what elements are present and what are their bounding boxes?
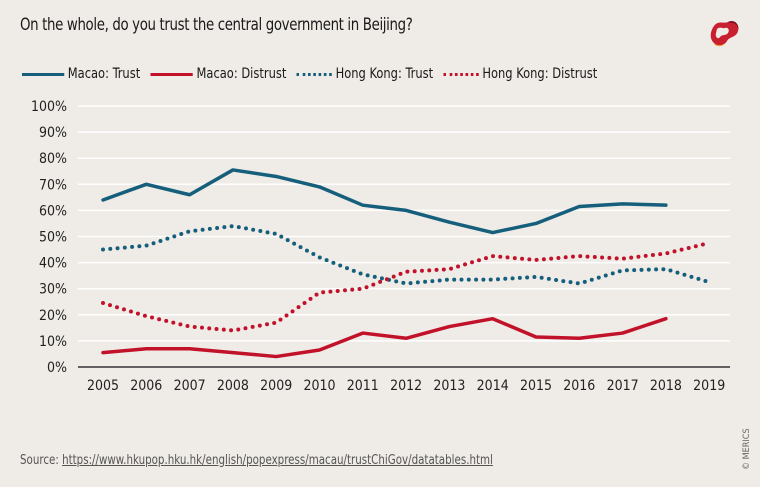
chart-legend: Macao: Trust Macao: Distrust Hong Kong: … [22, 66, 608, 82]
y-tick-label: 40% [39, 256, 67, 272]
legend-label: Macao: Distrust [196, 66, 287, 82]
x-tick-label: 2011 [347, 378, 379, 394]
y-tick-label: 50% [39, 230, 67, 246]
x-tick-label: 2007 [174, 378, 206, 394]
legend-item-hk-trust[interactable]: Hong Kong: Trust [296, 66, 434, 82]
x-tick-label: 2015 [520, 378, 552, 394]
x-tick-label: 2010 [303, 378, 335, 394]
y-tick-label: 60% [39, 203, 67, 219]
legend-label: Hong Kong: Trust [335, 66, 434, 82]
series-line-macao-distrust [101, 316, 668, 359]
series-line-macao-trust [101, 168, 668, 235]
merics-logo-icon [710, 21, 739, 47]
chart-title: On the whole, do you trust the central g… [20, 15, 413, 34]
x-tick-label: 2006 [130, 378, 162, 394]
source-link[interactable]: https://www.hkupop.hku.hk/english/popexp… [62, 453, 493, 468]
y-tick-label: 80% [39, 151, 67, 167]
legend-swatch-dotted-red [443, 72, 479, 76]
y-tick-label: 90% [39, 125, 67, 141]
legend-swatch-solid-red [150, 72, 193, 76]
legend-swatch-solid-blue [22, 72, 65, 76]
y-tick-label: 30% [39, 282, 67, 298]
y-tick-label: 0% [47, 360, 67, 376]
series-line-hong-kong-distrust [101, 241, 712, 333]
x-tick-label: 2009 [260, 378, 292, 394]
y-tick-label: 20% [39, 308, 67, 324]
y-tick-label: 70% [39, 177, 67, 193]
x-tick-label: 2019 [693, 378, 725, 394]
x-tick-label: 2018 [650, 378, 682, 394]
x-tick-label: 2017 [607, 378, 639, 394]
legend-item-macao-distrust[interactable]: Macao: Distrust [150, 66, 287, 82]
y-axis-ticks: 0% 10% 20% 30% 40% 50% 60% 70% 80% 90% 100% [31, 99, 67, 376]
source-label: Source: [20, 453, 59, 468]
source-note: Source: https://www.hkupop.hku.hk/englis… [20, 453, 493, 468]
y-tick-label: 100% [31, 99, 67, 115]
series-line-hong-kong-trust [101, 224, 712, 286]
x-tick-label: 2014 [477, 378, 509, 394]
legend-label: Hong Kong: Distrust [482, 66, 598, 82]
x-tick-label: 2005 [87, 378, 119, 394]
x-tick-label: 2013 [433, 378, 465, 394]
x-axis-ticks: 2005 2006 2007 2008 2009 2010 2011 2012 2013 2014… [87, 378, 725, 394]
x-tick-label: 2008 [217, 378, 249, 394]
legend-item-hk-distrust[interactable]: Hong Kong: Distrust [443, 66, 598, 82]
series-lines [101, 168, 712, 359]
grid-lines [78, 105, 730, 342]
copyright-credit: © MERICS [742, 428, 752, 470]
x-tick-label: 2012 [390, 378, 422, 394]
legend-label: Macao: Trust [67, 66, 141, 82]
legend-swatch-dotted-blue [296, 72, 333, 76]
x-tick-label: 2016 [563, 378, 595, 394]
y-tick-label: 10% [39, 334, 67, 350]
legend-item-macao-trust[interactable]: Macao: Trust [22, 66, 140, 82]
